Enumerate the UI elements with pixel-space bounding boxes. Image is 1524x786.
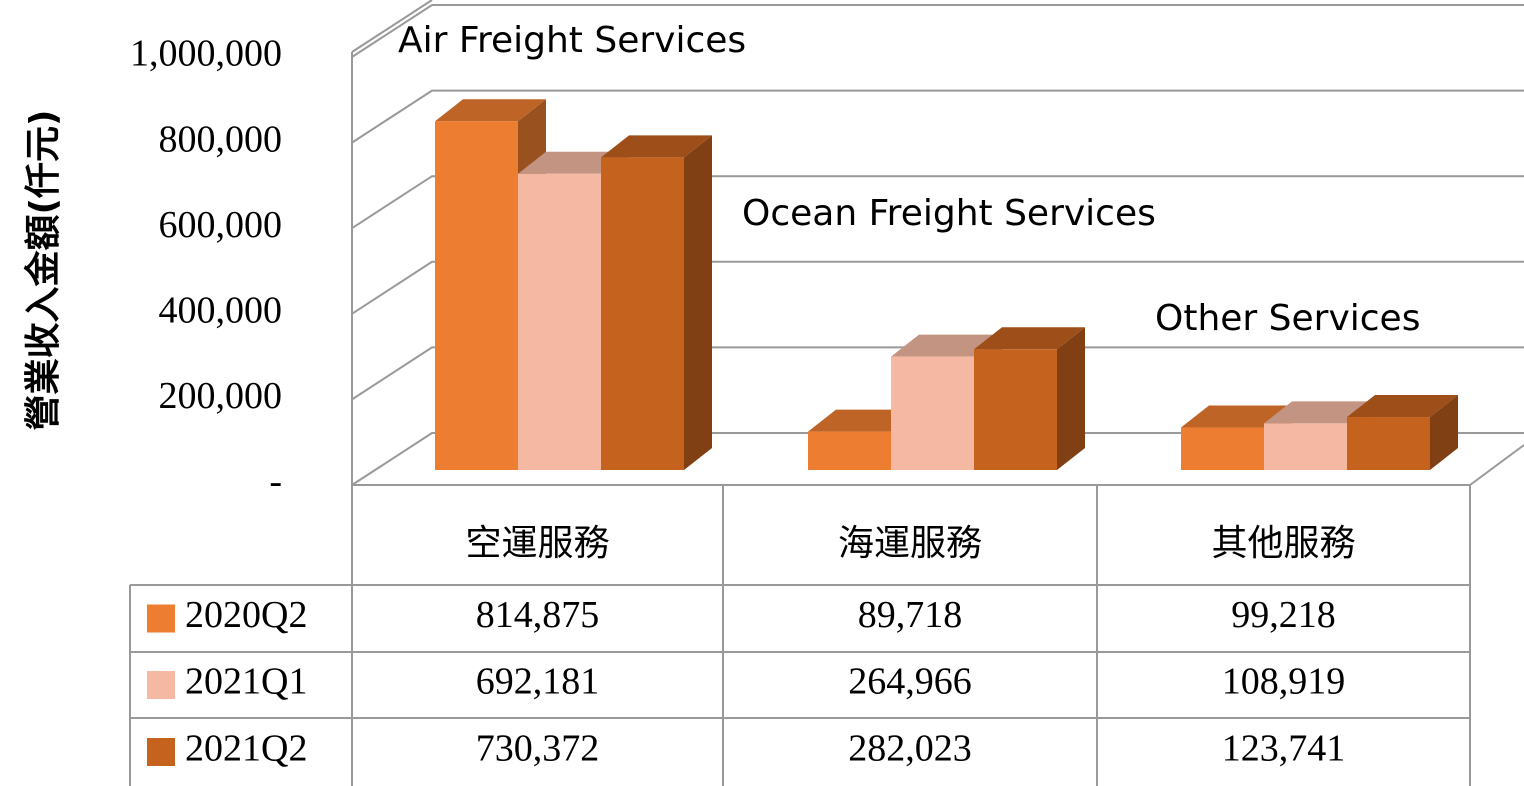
bar-top	[1181, 405, 1292, 428]
table-value: 108,919	[1222, 661, 1346, 703]
y-tick-label: 400,000	[159, 290, 283, 332]
bar-top	[435, 99, 546, 122]
floor-edge	[1469, 444, 1524, 486]
y-tick-label: 800,000	[159, 118, 283, 160]
grid-line	[351, 89, 1524, 144]
table-value: 99,218	[1231, 594, 1336, 636]
table-value: 123,741	[1222, 728, 1346, 770]
x-tick-label: 其他服務	[1211, 523, 1355, 564]
bar	[601, 157, 684, 470]
bar-side	[684, 135, 712, 470]
annotation: Air Freight Services	[398, 20, 746, 61]
annotation: Other Services	[1155, 298, 1420, 339]
grid-line	[351, 432, 1524, 486]
legend-swatch	[147, 738, 175, 766]
legend-label: 2021Q2	[185, 728, 307, 770]
table-value: 730,372	[476, 728, 600, 770]
grid-line	[351, 4, 1524, 58]
bar-top	[601, 135, 712, 158]
bar	[891, 356, 974, 470]
table-value: 89,718	[858, 594, 963, 636]
legend-swatch	[147, 671, 175, 699]
back-wall-edge	[351, 0, 433, 53]
bar	[1264, 423, 1347, 470]
y-tick-label: 600,000	[159, 204, 283, 246]
bar-side	[1057, 327, 1085, 470]
bar-top	[1347, 395, 1458, 418]
bar	[435, 121, 518, 471]
y-tick-label: 1,000,000	[130, 33, 282, 75]
bar	[808, 431, 891, 470]
x-tick-label: 海運服務	[838, 523, 982, 564]
bar	[974, 349, 1057, 470]
annotation: Ocean Freight Services	[742, 193, 1156, 234]
legend-swatch	[147, 604, 175, 633]
x-tick-label: 空運服務	[465, 523, 609, 564]
table-value: 264,966	[848, 661, 972, 703]
grid-line	[351, 260, 1524, 315]
bar-top	[974, 327, 1085, 350]
bar	[518, 173, 601, 471]
table-value: 814,875	[476, 594, 600, 636]
bar	[1347, 417, 1430, 470]
y-tick-label: 200,000	[159, 375, 283, 417]
bar	[1181, 427, 1264, 470]
table-value: 692,181	[476, 661, 600, 703]
y-tick-label: -	[269, 461, 282, 503]
grid-line	[351, 175, 1524, 230]
y-axis-label: 營業收入金額(仟元)	[22, 110, 64, 431]
legend-label: 2021Q1	[185, 661, 307, 703]
bar-side	[1430, 395, 1458, 470]
grid-line	[351, 346, 1524, 401]
table-value: 282,023	[848, 728, 972, 770]
legend-label: 2020Q2	[185, 594, 307, 636]
